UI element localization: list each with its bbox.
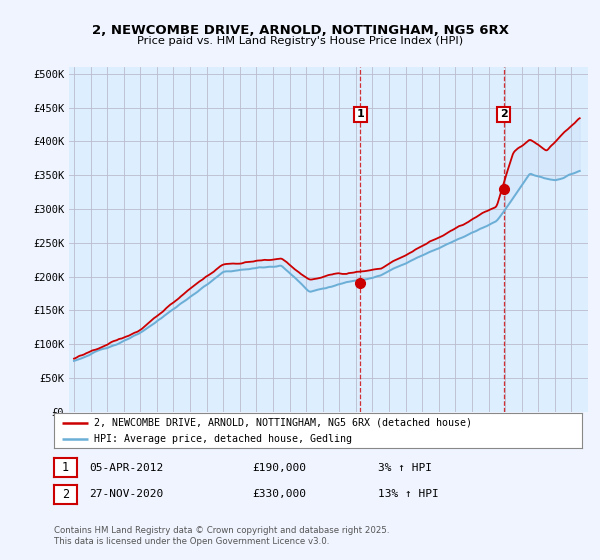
Text: £190,000: £190,000 <box>252 463 306 473</box>
Text: HPI: Average price, detached house, Gedling: HPI: Average price, detached house, Gedl… <box>94 433 352 444</box>
Text: Contains HM Land Registry data © Crown copyright and database right 2025.
This d: Contains HM Land Registry data © Crown c… <box>54 526 389 546</box>
Text: 27-NOV-2020: 27-NOV-2020 <box>89 489 163 500</box>
Text: 3% ↑ HPI: 3% ↑ HPI <box>378 463 432 473</box>
Text: 2: 2 <box>62 488 69 501</box>
Text: 2, NEWCOMBE DRIVE, ARNOLD, NOTTINGHAM, NG5 6RX: 2, NEWCOMBE DRIVE, ARNOLD, NOTTINGHAM, N… <box>91 24 509 37</box>
Text: 2: 2 <box>500 109 508 119</box>
Text: 1: 1 <box>62 461 69 474</box>
Text: 2, NEWCOMBE DRIVE, ARNOLD, NOTTINGHAM, NG5 6RX (detached house): 2, NEWCOMBE DRIVE, ARNOLD, NOTTINGHAM, N… <box>94 418 472 428</box>
Text: 1: 1 <box>356 109 364 119</box>
Text: 05-APR-2012: 05-APR-2012 <box>89 463 163 473</box>
Text: 13% ↑ HPI: 13% ↑ HPI <box>378 489 439 500</box>
Text: £330,000: £330,000 <box>252 489 306 500</box>
Text: Price paid vs. HM Land Registry's House Price Index (HPI): Price paid vs. HM Land Registry's House … <box>137 36 463 46</box>
